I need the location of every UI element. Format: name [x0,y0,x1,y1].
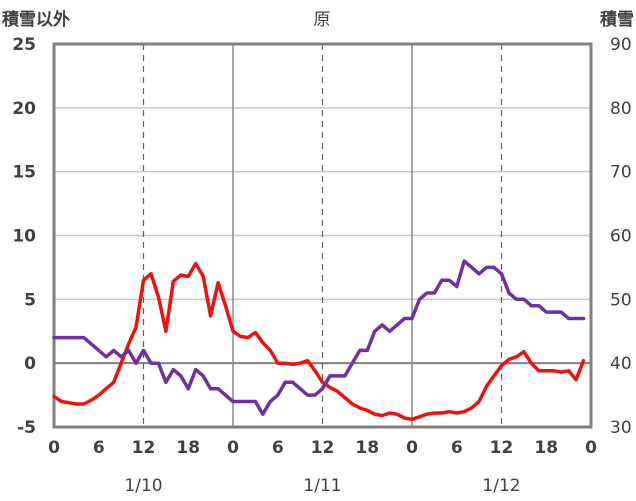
x-axis: 0 6 12 18 0 6 12 18 0 6 12 18 0 [48,438,597,458]
right-axis-label: 積雪 [600,9,634,30]
x-tick: 18 [355,438,379,458]
date-label: 1/10 [124,476,162,496]
y-tick-right: 30 [610,418,632,438]
x-tick: 6 [451,438,463,458]
x-tick: 12 [132,438,156,458]
y-tick-left: 20 [12,99,36,119]
x-tick: 12 [490,438,514,458]
y-tick-left: 15 [12,163,36,183]
date-label: 1/11 [303,476,341,496]
y-tick-left: 0 [24,354,36,374]
x-tick: 0 [585,438,597,458]
date-label: 1/12 [482,476,520,496]
series-line-snow-depth [52,259,586,416]
y-tick-left: 25 [12,35,36,55]
x-tick: 6 [272,438,284,458]
x-tick: 6 [93,438,105,458]
x-tick: 18 [176,438,200,458]
y-tick-left: 5 [24,290,36,310]
x-tick: 18 [534,438,558,458]
series-line-other [52,261,586,422]
grid [54,43,591,428]
x-tick: 0 [227,438,239,458]
left-axis-label: 積雪以外 [2,9,70,30]
y-axis-right: 30 40 50 60 70 80 90 [610,35,632,438]
y-tick-right: 90 [610,35,632,55]
y-tick-left: -5 [17,418,36,438]
y-tick-right: 70 [610,163,632,183]
y-tick-right: 60 [610,227,632,247]
chart-title: 原 [314,10,331,30]
x-tick: 0 [406,438,418,458]
y-tick-left: 10 [12,227,36,247]
y-tick-right: 80 [610,99,632,119]
y-axis-left: -5 0 5 10 15 20 25 [12,35,36,438]
date-labels: 1/10 1/11 1/12 [124,476,520,496]
x-tick: 12 [311,438,335,458]
series-group [52,259,586,422]
y-tick-right: 40 [610,354,632,374]
x-tick: 0 [48,438,60,458]
y-tick-right: 50 [610,290,632,310]
plot-frame [52,42,593,429]
